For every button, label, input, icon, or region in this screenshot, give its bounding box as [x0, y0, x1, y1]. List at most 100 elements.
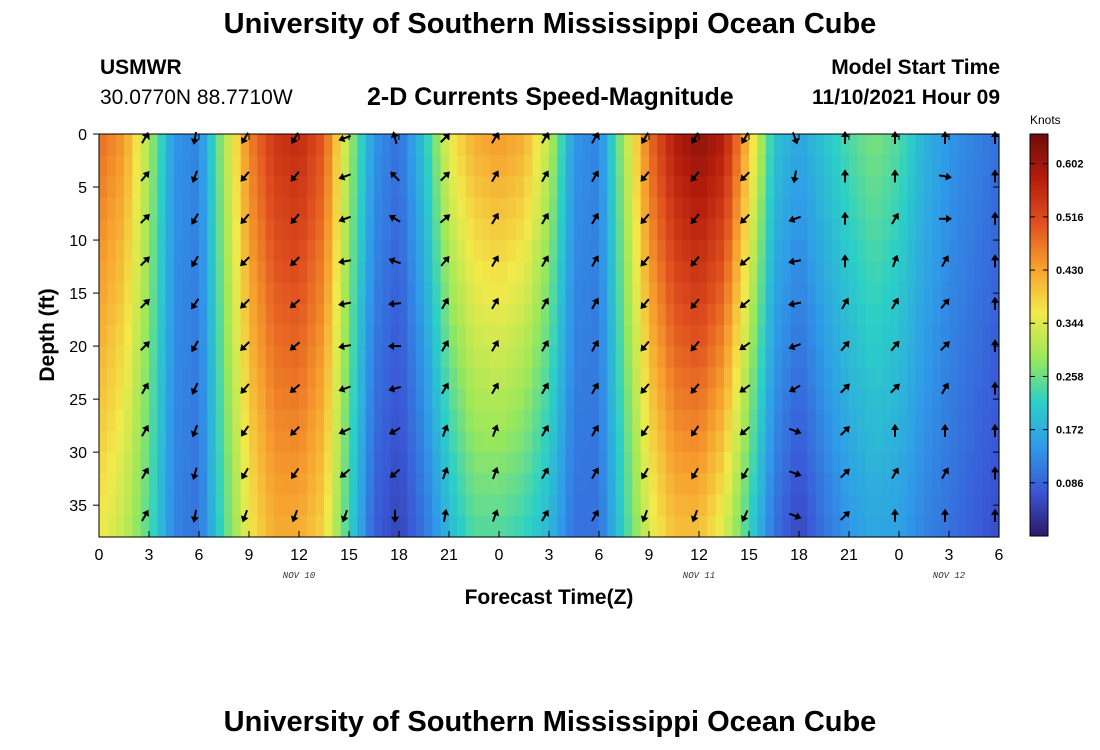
heat-cell	[732, 367, 742, 390]
heat-cell	[374, 346, 383, 368]
heat-cell	[515, 388, 525, 411]
heat-cell	[357, 303, 367, 326]
heat-cell	[99, 303, 108, 326]
heat-cell	[499, 388, 508, 411]
heat-cell	[299, 409, 308, 432]
current-arrow	[441, 297, 449, 310]
heat-cell	[690, 218, 700, 241]
heat-cell	[899, 473, 908, 496]
heat-cell	[240, 303, 250, 326]
heat-cell	[724, 218, 733, 241]
heat-cell	[582, 240, 592, 262]
heat-cell	[299, 515, 308, 538]
arrow-head	[390, 131, 399, 139]
heat-cell	[390, 261, 400, 284]
heat-cell	[199, 409, 208, 432]
heat-cell	[749, 452, 758, 474]
heat-cell	[290, 176, 300, 199]
heat-cell	[232, 409, 242, 432]
heat-cell	[124, 324, 133, 347]
heat-cell	[557, 155, 567, 178]
heat-cell	[132, 430, 142, 453]
heat-cell	[707, 409, 717, 432]
heat-cell	[432, 282, 442, 305]
heat-cell	[740, 197, 750, 220]
heat-cell	[690, 240, 700, 262]
current-arrow	[591, 340, 599, 352]
heat-cell	[165, 367, 175, 390]
heat-cell	[357, 197, 367, 220]
current-arrow	[290, 509, 299, 523]
heat-cell	[965, 155, 975, 178]
heat-cell	[365, 134, 375, 156]
current-arrow	[388, 299, 402, 308]
current-arrow	[190, 424, 199, 438]
heat-cell	[624, 218, 633, 241]
heat-cell	[732, 218, 742, 241]
current-arrow	[441, 424, 450, 437]
current-arrow	[739, 384, 751, 393]
arrow-head	[492, 170, 499, 178]
heat-cell	[540, 240, 550, 262]
current-arrow	[388, 342, 401, 351]
heat-cell	[415, 324, 425, 347]
heat-cell	[799, 367, 808, 390]
current-arrow	[939, 214, 952, 223]
heat-cell	[290, 155, 300, 178]
current-arrow	[690, 383, 700, 394]
current-arrow	[491, 212, 499, 225]
heat-cell	[324, 452, 333, 474]
heat-cell	[649, 176, 658, 199]
heat-cell	[165, 452, 175, 474]
heat-cell	[782, 494, 792, 517]
heat-cell	[640, 452, 650, 474]
heat-cell	[882, 473, 892, 496]
heat-cell	[149, 324, 158, 347]
heat-cell	[132, 197, 142, 220]
heat-cell	[974, 155, 983, 178]
heat-cell	[832, 367, 842, 390]
arrow-head	[491, 509, 500, 517]
arrow-head	[740, 515, 749, 523]
heat-cell	[190, 261, 200, 284]
heat-cell	[324, 240, 333, 262]
heat-cell	[690, 134, 700, 156]
heat-cell	[882, 303, 892, 326]
heat-cell	[699, 515, 708, 538]
heat-cell	[749, 155, 758, 178]
heat-cell	[132, 367, 142, 390]
heat-cell	[199, 261, 208, 284]
heat-cell	[682, 388, 692, 411]
heat-cell	[582, 473, 592, 496]
heat-cell	[657, 367, 667, 390]
heat-cell	[749, 324, 758, 347]
heat-cell	[482, 430, 492, 453]
arrow-head	[640, 301, 648, 310]
page-title: University of Southern Mississippi Ocean…	[223, 8, 877, 40]
heat-cell	[207, 473, 217, 496]
heat-cell	[507, 282, 517, 305]
heat-cell	[432, 324, 442, 347]
heat-cell	[132, 494, 142, 517]
chart-subtitle: 2-D Currents Speed-Magnitude	[367, 83, 734, 111]
heat-cell	[307, 367, 317, 390]
heat-cell	[390, 324, 400, 347]
heat-cell	[582, 409, 592, 432]
heat-cell	[507, 494, 517, 517]
heat-cell	[799, 430, 808, 453]
heat-cell	[207, 176, 217, 199]
heat-cell	[457, 473, 467, 496]
heat-cell	[282, 515, 292, 538]
heat-cell	[540, 303, 550, 326]
heat-cell	[840, 261, 850, 284]
model-start-label: Model Start Time	[831, 56, 1000, 79]
heat-cell	[782, 515, 792, 538]
current-arrow	[541, 382, 549, 395]
heat-cell	[390, 515, 400, 538]
heat-cell	[724, 346, 733, 368]
current-arrow	[191, 255, 199, 268]
heat-cell	[132, 155, 142, 178]
heat-cell	[974, 197, 983, 220]
heat-cell	[449, 452, 458, 474]
heat-cell	[674, 197, 683, 220]
